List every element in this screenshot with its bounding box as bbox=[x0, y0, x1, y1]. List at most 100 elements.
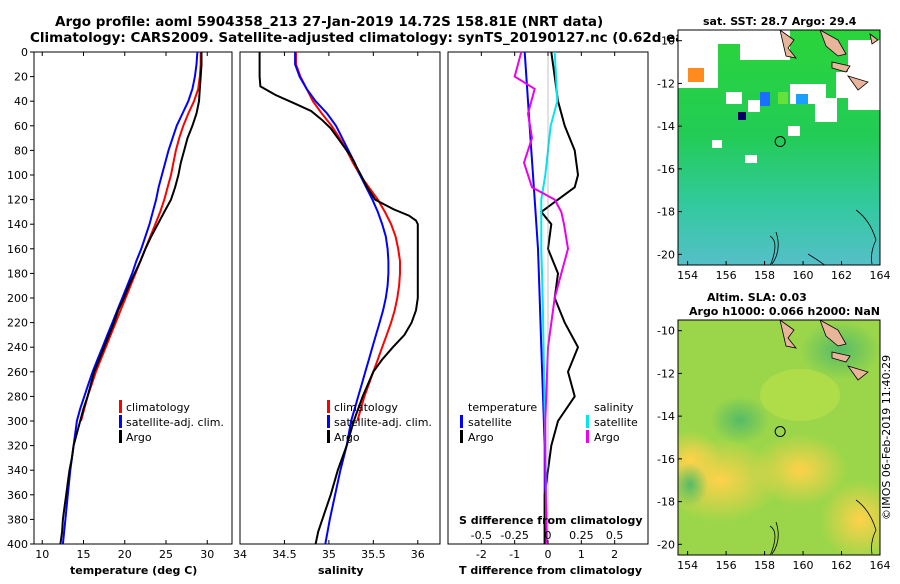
salinity-x-ticks: 34 34.5 35 35.5 36 bbox=[233, 52, 425, 561]
legend-swatch-satellite bbox=[119, 415, 122, 428]
map-y-tick-label: -12 bbox=[657, 77, 675, 90]
map-x-tick-label: 162 bbox=[831, 559, 852, 572]
legend-label-climatology: climatology bbox=[334, 401, 398, 414]
depth-tick-label: 60 bbox=[14, 120, 28, 133]
series-line-argo bbox=[258, 52, 419, 545]
s-diff-tick-label: 0.25 bbox=[569, 529, 594, 542]
legend-label-s-satellite: satellite bbox=[594, 416, 638, 429]
temperature-x-ticks: 10 15 20 25 30 bbox=[35, 52, 214, 561]
depth-tick-label: 400 bbox=[7, 538, 28, 551]
series-line-climatology bbox=[80, 52, 202, 422]
s-diff-tick-label: 0.5 bbox=[606, 529, 624, 542]
map-y-tick-label: -10 bbox=[657, 325, 675, 338]
difference-legend: temperature satellite Argo salinity sate… bbox=[460, 401, 638, 444]
x-tick-label: -1 bbox=[509, 548, 520, 561]
argo-position-marker bbox=[774, 426, 786, 438]
depth-tick-label: 100 bbox=[7, 169, 28, 182]
s-difference-ticks: -0.5 -0.25 0 0.25 0.5 bbox=[471, 529, 624, 542]
legend-swatch-t-argo bbox=[460, 430, 463, 443]
map-x-tick-label: 154 bbox=[677, 269, 698, 282]
series-line-s-satellite bbox=[540, 51, 559, 545]
map-y-tick-label: -18 bbox=[657, 496, 675, 509]
depth-tick-label: 380 bbox=[7, 513, 28, 526]
sst-map-title: sat. SST: 28.7 Argo: 29.4 bbox=[703, 15, 857, 28]
difference-lines bbox=[513, 51, 580, 545]
sla-map-ticks: 154 156 158 160 162 164 -10 -12 -14 -16 -18 -20 bbox=[657, 325, 890, 572]
map-y-tick-label: -20 bbox=[657, 538, 675, 551]
series-line-argo bbox=[59, 52, 203, 545]
map-y-tick-label: -14 bbox=[657, 410, 675, 423]
legend-heading-salinity: salinity bbox=[594, 401, 634, 414]
legend-label-climatology: climatology bbox=[126, 401, 190, 414]
temperature-lines bbox=[59, 51, 203, 545]
sst-cloud-mask bbox=[678, 30, 880, 163]
sst-map-panel: sat. SST: 28.7 Argo: 29.4 bbox=[657, 15, 890, 282]
map-y-tick-label: -12 bbox=[657, 367, 675, 380]
depth-tick-label: 240 bbox=[7, 341, 28, 354]
x-tick-label: 20 bbox=[118, 548, 132, 561]
temperature-legend: climatology satellite-adj. clim. Argo bbox=[119, 400, 224, 444]
title-line-2: Climatology: CARS2009. Satellite-adjuste… bbox=[30, 30, 722, 46]
legend-label-t-argo: Argo bbox=[468, 431, 494, 444]
title-line-1: Argo profile: aoml 5904358_213 27-Jan-20… bbox=[55, 14, 603, 30]
depth-tick-label: 140 bbox=[7, 218, 28, 231]
map-y-tick-label: -18 bbox=[657, 206, 675, 219]
legend-swatch-argo bbox=[119, 430, 122, 443]
x-tick-label: 25 bbox=[159, 548, 173, 561]
depth-tick-label: 340 bbox=[7, 464, 28, 477]
map-x-tick-label: 164 bbox=[870, 269, 891, 282]
sla-map-frame bbox=[677, 319, 881, 556]
series-line-climatology bbox=[295, 52, 401, 422]
x-tick-label: -2 bbox=[476, 548, 487, 561]
depth-tick-label: 120 bbox=[7, 194, 28, 207]
depth-tick-label: 40 bbox=[14, 95, 28, 108]
x-tick-label: 0 bbox=[545, 548, 552, 561]
difference-x-ticks: -2 -1 0 1 2 bbox=[476, 52, 618, 561]
legend-swatch-s-satellite bbox=[586, 415, 589, 428]
salinity-plot-frame bbox=[239, 51, 441, 545]
legend-label-argo: Argo bbox=[126, 431, 152, 444]
x-tick-label: 30 bbox=[200, 548, 214, 561]
temperature-panel: 10 15 20 25 30 climatology satellite-adj. cl… bbox=[33, 51, 233, 577]
depth-tick-label: 260 bbox=[7, 366, 28, 379]
series-line-t-argo bbox=[539, 51, 580, 544]
sst-map-frame bbox=[677, 29, 881, 266]
map-x-tick-label: 158 bbox=[754, 559, 775, 572]
sst-map-ticks: 154 156 158 160 162 164 -10 -12 -14 -16 -18 -20 bbox=[657, 35, 890, 282]
s-diff-tick-label: 0 bbox=[545, 529, 552, 542]
sla-map-title: Altim. SLA: 0.03 bbox=[707, 291, 807, 304]
map-x-tick-label: 160 bbox=[793, 269, 814, 282]
depth-tick-label: 160 bbox=[7, 243, 28, 256]
depth-tick-label: 300 bbox=[7, 415, 28, 428]
s-difference-label: S difference from climatology bbox=[459, 514, 643, 527]
map-x-tick-label: 158 bbox=[754, 269, 775, 282]
map-x-tick-label: 154 bbox=[677, 559, 698, 572]
t-difference-label: T difference from climatology bbox=[459, 564, 642, 577]
legend-swatch-s-argo bbox=[586, 430, 589, 443]
x-tick-label: 10 bbox=[35, 548, 49, 561]
map-y-tick-label: -14 bbox=[657, 120, 675, 133]
s-diff-tick-label: -0.5 bbox=[471, 529, 492, 542]
map-x-tick-label: 164 bbox=[870, 559, 891, 572]
depth-tick-label: 0 bbox=[21, 46, 28, 59]
x-tick-label: 15 bbox=[77, 548, 91, 561]
depth-tick-label: 200 bbox=[7, 292, 28, 305]
series-line-satellite-adj-clim- bbox=[294, 52, 390, 545]
s-diff-tick-label: -0.25 bbox=[500, 529, 528, 542]
legend-swatch-climatology bbox=[119, 400, 122, 413]
map-y-tick-label: -16 bbox=[657, 163, 675, 176]
salinity-lines bbox=[258, 52, 419, 545]
salinity-x-label: salinity bbox=[318, 564, 364, 577]
depth-tick-label: 80 bbox=[14, 144, 28, 157]
legend-swatch-t-satellite bbox=[460, 415, 463, 428]
salinity-legend: climatology satellite-adj. clim. Argo bbox=[327, 400, 432, 444]
map-x-tick-label: 156 bbox=[716, 269, 737, 282]
depth-tick-label: 20 bbox=[14, 71, 28, 84]
x-tick-label: 35.5 bbox=[361, 548, 386, 561]
depth-tick-label: 320 bbox=[7, 440, 28, 453]
legend-swatch-climatology bbox=[327, 400, 330, 413]
map-x-tick-label: 162 bbox=[831, 269, 852, 282]
x-tick-label: 1 bbox=[578, 548, 585, 561]
map-x-tick-label: 156 bbox=[716, 559, 737, 572]
